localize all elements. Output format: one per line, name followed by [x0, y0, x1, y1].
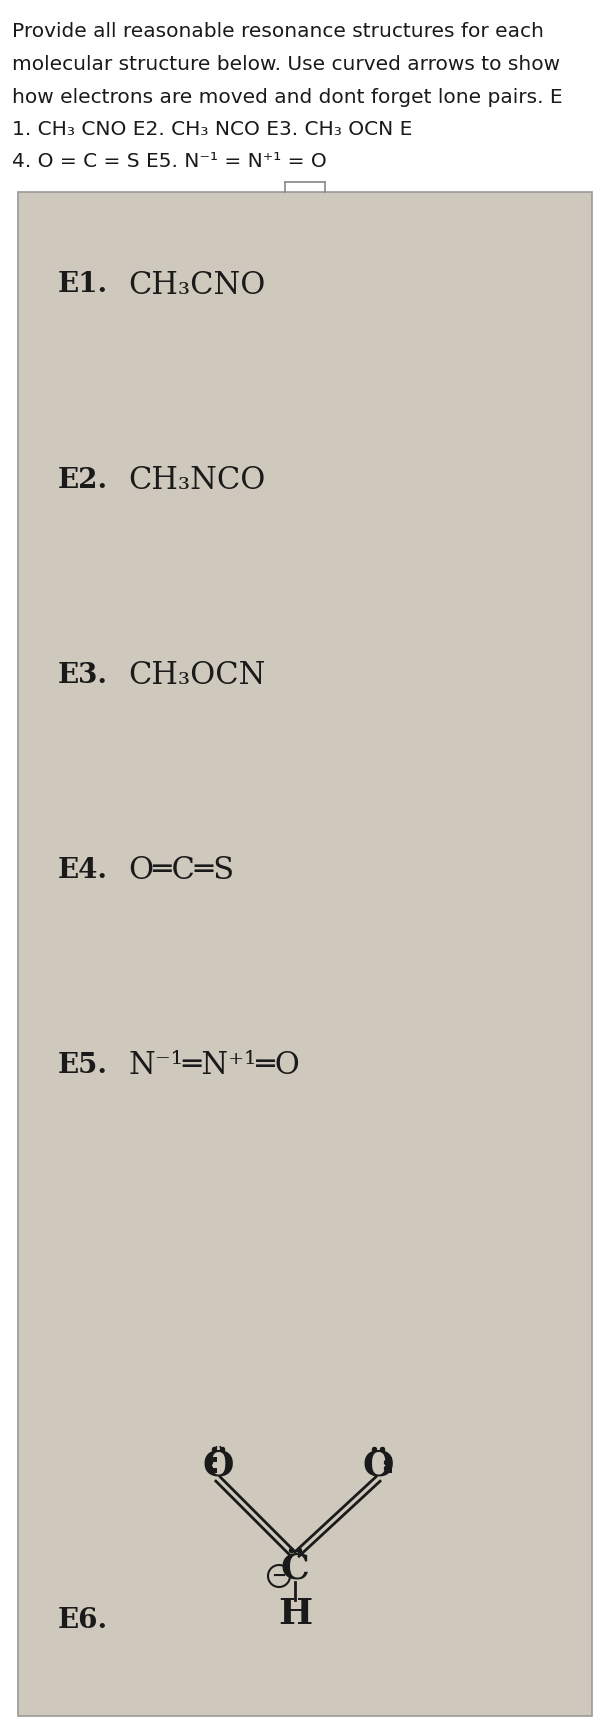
Text: C: C — [281, 1552, 309, 1584]
Text: CH₃OCN: CH₃OCN — [128, 659, 265, 690]
Text: O: O — [203, 1448, 234, 1483]
Text: how electrons are moved and dont forget lone pairs. E: how electrons are moved and dont forget … — [12, 88, 562, 107]
Text: ⋅⋅: ⋅⋅ — [213, 1439, 223, 1455]
Bar — [18, 192, 592, 1716]
Text: E2.: E2. — [58, 466, 108, 494]
Text: O═C═S: O═C═S — [128, 854, 234, 885]
Text: H: H — [278, 1597, 312, 1631]
Text: E6.: E6. — [58, 1607, 108, 1633]
Text: −: − — [271, 1567, 287, 1584]
Text: $\mathbf{:}$: $\mathbf{:}$ — [378, 1452, 393, 1479]
Text: O: O — [362, 1448, 393, 1483]
Text: N⁻¹═N⁺¹═O: N⁻¹═N⁺¹═O — [128, 1049, 300, 1080]
Text: Provide all reasonable resonance structures for each: Provide all reasonable resonance structu… — [12, 22, 544, 41]
Text: $\mathbf{:}$: $\mathbf{:}$ — [203, 1452, 218, 1479]
Text: E4.: E4. — [58, 856, 108, 884]
Text: molecular structure below. Use curved arrows to show: molecular structure below. Use curved ar… — [12, 55, 560, 74]
Text: E3.: E3. — [58, 661, 108, 689]
Text: E1.: E1. — [58, 271, 108, 299]
Text: CH₃NCO: CH₃NCO — [128, 464, 265, 495]
Text: E5.: E5. — [58, 1051, 108, 1079]
Text: CH₃CNO: CH₃CNO — [128, 269, 265, 300]
Text: 4. O = C = S E5. N⁻¹ = N⁺¹ = O: 4. O = C = S E5. N⁻¹ = N⁺¹ = O — [12, 152, 327, 171]
Text: 1. CH₃ CNO E2. CH₃ NCO E3. CH₃ OCN E: 1. CH₃ CNO E2. CH₃ NCO E3. CH₃ OCN E — [12, 121, 412, 140]
